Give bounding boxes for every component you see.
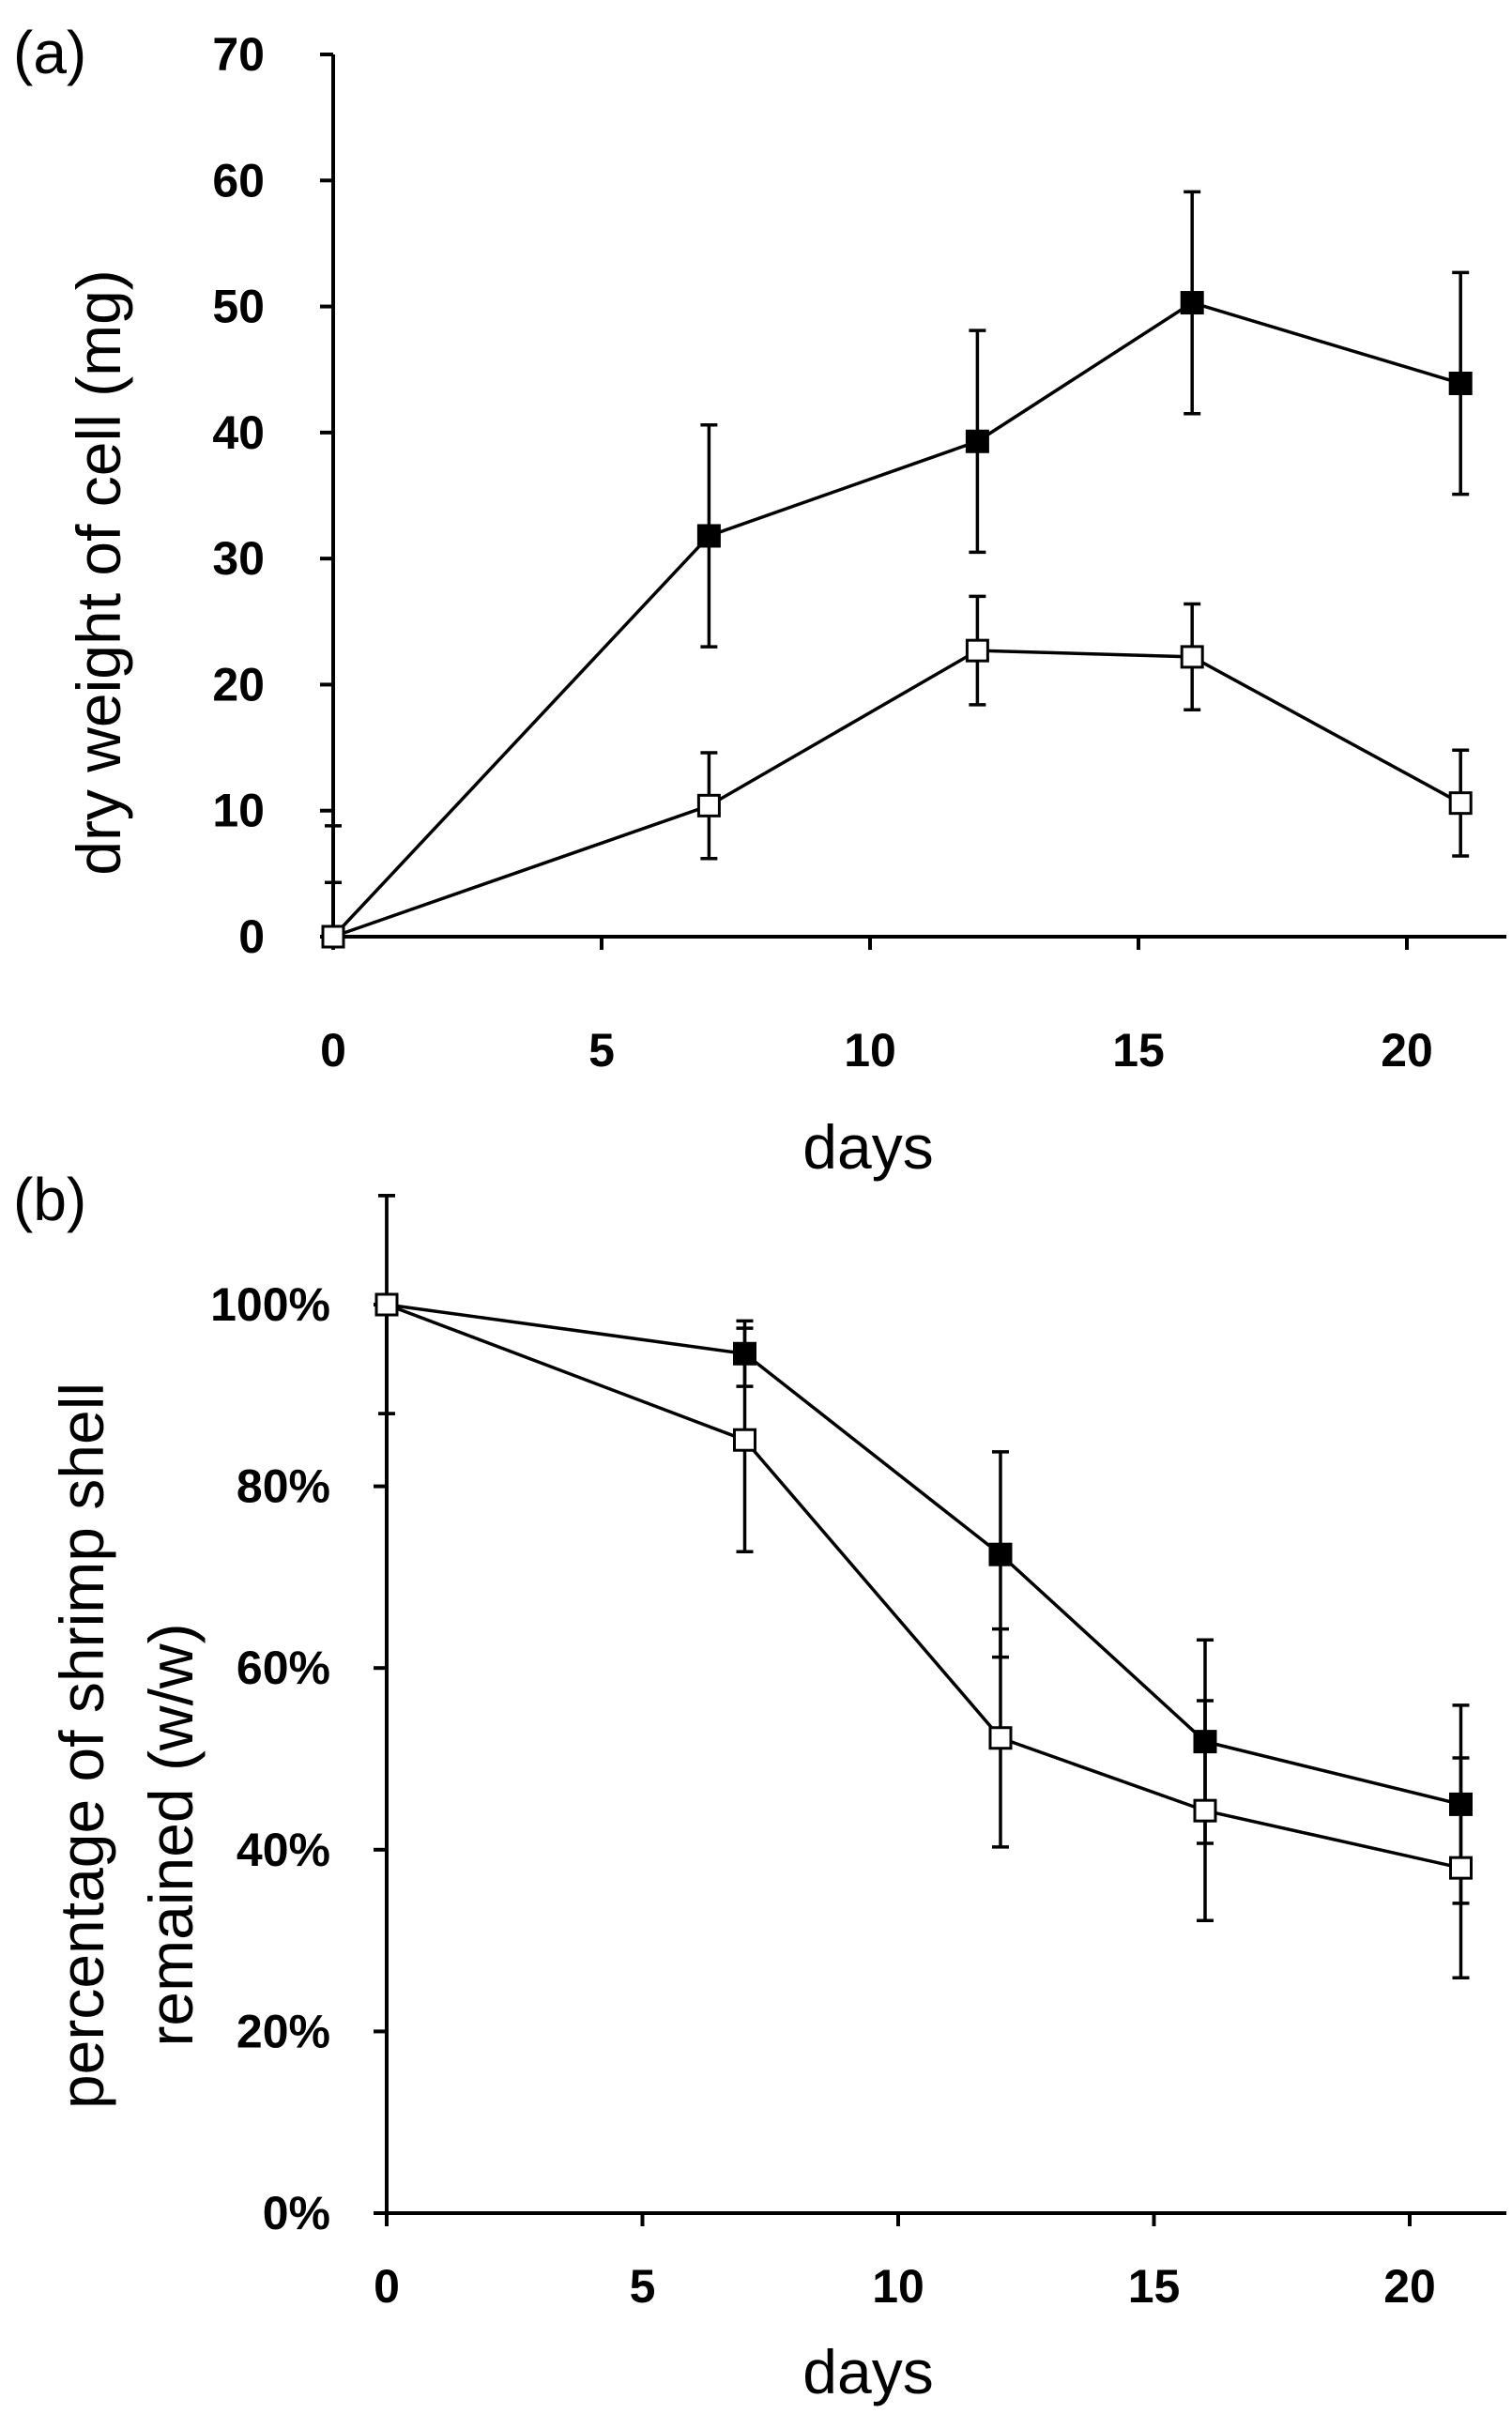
panel-a-x-tick-label: 10 (844, 1024, 896, 1077)
panel-a-y-tick-label: 30 (212, 532, 265, 585)
panel-a-x-tick-label: 20 (1381, 1024, 1433, 1077)
panel-b-series-open-point (988, 1726, 1013, 1750)
panel-b-series-open-point (733, 1428, 756, 1452)
panel-a-series-open-point (321, 924, 345, 949)
panel-b-y-axis-title-line-2: remained (w/w) (136, 1623, 206, 2046)
panel-a-series-open-point (696, 793, 721, 817)
panel-b-label: (b) (13, 1166, 86, 1233)
panel-b-y-tick-label: 60% (237, 1642, 330, 1694)
panel-a-x-tick-label: 0 (320, 1024, 346, 1077)
panel-b-x-tick-label: 0 (374, 2260, 400, 2313)
panel-b-y-axis-title-line-1: percentage of shrimp shell (47, 1383, 116, 2109)
panel-b-series-open-point (1449, 1856, 1473, 1880)
panel-a-x-tick-label: 15 (1112, 1024, 1165, 1077)
panel-b-y-tick-label: 20% (237, 2005, 330, 2057)
panel-a-y-tick-label: 70 (212, 28, 265, 81)
panel-a-series-filled-point (696, 524, 721, 548)
panel-b-x-tick-label: 15 (1128, 2260, 1181, 2313)
panel-a-series-filled-point (1448, 371, 1473, 395)
panel-a-series-open-point (965, 638, 989, 663)
panel-a-x-tick-label: 5 (588, 1024, 615, 1077)
panel-b-y-tick-label: 0% (263, 2187, 330, 2239)
panel-a-y-tick-label: 10 (212, 785, 265, 837)
panel-b-y-tick-label: 40% (237, 1824, 330, 1876)
panel-b-x-axis-title: days (802, 2337, 933, 2406)
panel-b-y-tick-label: 80% (237, 1460, 330, 1513)
panel-a-y-tick-label: 50 (212, 281, 265, 333)
panel-a-plot: 0 10 20 30 40 50 60 70 0 5 10 15 20 (212, 28, 1506, 1077)
panel-a-y-tick-label: 20 (212, 658, 265, 710)
panel-b-x-tick-label: 5 (630, 2260, 656, 2313)
panel-b-series-filled-point (988, 1542, 1013, 1566)
panel-a-series-open-point (1448, 791, 1473, 816)
panel-a-series-open-point (1180, 645, 1204, 669)
panel-a-series-filled-point (1180, 291, 1204, 315)
panel-b-y-tick-label: 100% (210, 1278, 330, 1331)
panel-b-x-tick-label: 20 (1383, 2260, 1436, 2313)
panel-b-series-filled-line (386, 1303, 1461, 1807)
panel-a-y-tick-label: 0 (238, 910, 265, 963)
panel-b-plot: 0% 20% 40% 60% 80% 100% 0 5 10 15 20 (210, 1194, 1506, 2313)
panel-a-y-tick-label: 60 (212, 154, 265, 206)
panel-b-series-open-line (386, 1303, 1461, 1870)
panel-b-series-open-point (1193, 1798, 1217, 1823)
panel-a-label: (a) (13, 19, 86, 86)
panel-b-x-tick-label: 10 (872, 2260, 924, 2313)
panel-b-series-open-point (374, 1292, 399, 1317)
panel-a-series-filled-point (965, 429, 989, 453)
panel-a-series-filled-line (331, 300, 1461, 939)
panel-a-x-axis-title: days (802, 1112, 933, 1182)
panel-a-y-axis-title: dry weight of cell (mg) (64, 269, 133, 876)
panel-a-y-tick-label: 40 (212, 406, 265, 459)
panel-a-series-open-line (332, 649, 1462, 939)
